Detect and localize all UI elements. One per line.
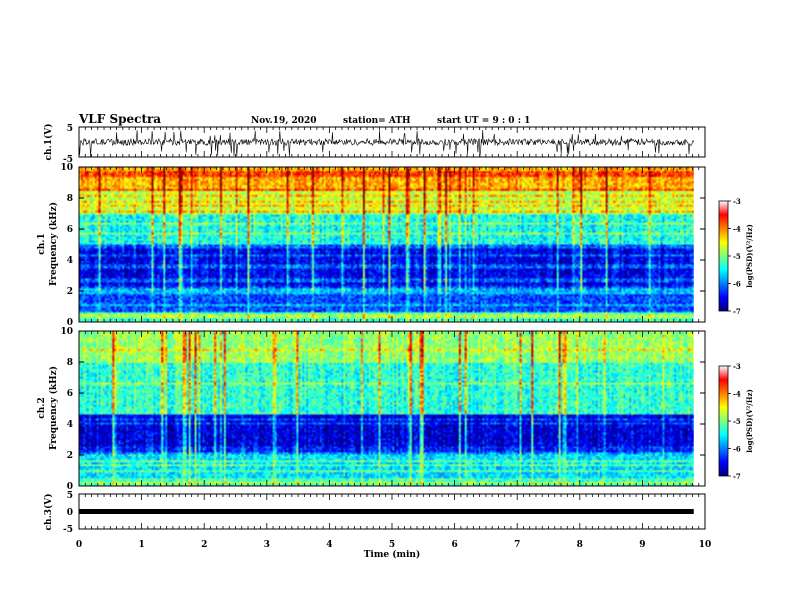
ch2-spectrogram-ytick-label: 6 <box>67 389 73 399</box>
ch1-spectrogram-ytick-label: 6 <box>67 225 73 235</box>
ch1-spectrogram-panel: 0 2 4 6 8 10 ch.1 Frequency (kHz) <box>37 163 706 328</box>
ch1-colorbar-tick-label: -7 <box>733 307 741 316</box>
time-tick-label: 0 <box>76 540 82 550</box>
ch1-waveform-ylabel: ch.1(V) <box>43 124 54 161</box>
ch1-spectrogram-ytick-label: 0 <box>67 318 73 328</box>
ch1-spectrogram-ytick-label: 10 <box>60 163 73 173</box>
time-tick-label: 2 <box>201 540 207 550</box>
ch3-waveform-panel: 5 0 -5 ch.3(V) <box>43 491 706 535</box>
ch1-colorbar-tick-label: -3 <box>733 197 741 206</box>
ch1-ytick-top: 5 <box>67 124 73 134</box>
ch1-colorbar: -3 -4 -5 -6 -7 log(PSD)(V²/Hz) <box>718 197 754 316</box>
ch1-ytick-bottom: -5 <box>63 155 73 165</box>
time-tick-label: 3 <box>264 540 270 550</box>
time-tick-label: 4 <box>326 540 332 550</box>
ch3-ytick-mid: 0 <box>67 508 73 518</box>
ch1-colorbar-label: log(PSD)(V²/Hz) <box>745 224 754 288</box>
ch3-ytick-bottom: -5 <box>63 525 73 535</box>
ch2-spectrogram-ytick-label: 10 <box>60 327 73 337</box>
ch1-spectrogram-ylabel-ch: ch.1 <box>37 233 47 254</box>
date-label: Nov.19, 2020 <box>251 116 317 126</box>
ch2-spectrogram-ytick-label: 8 <box>67 358 73 368</box>
ch1-colorbar-tick-label: -4 <box>733 225 741 234</box>
time-tick-label: 6 <box>451 540 457 550</box>
ch1-waveform-panel: 5 -5 ch.1(V) <box>43 124 706 165</box>
ch1-spectrogram-ytick-label: 2 <box>67 287 73 297</box>
ch2-colorbar: -3 -4 -5 -6 -7 log(PSD)(V²/Hz) <box>718 362 754 481</box>
ch2-colorbar-label: log(PSD)(V²/Hz) <box>745 389 754 453</box>
ch1-spectrogram-ylabel-freq: Frequency (kHz) <box>48 202 59 286</box>
start-time-label: start UT = 9 : 0 : 1 <box>437 116 530 126</box>
time-axis-label: Time (min) <box>364 549 421 560</box>
station-label: station= ATH <box>343 116 411 126</box>
ch2-colorbar-tick-label: -5 <box>733 417 741 426</box>
ch2-colorbar-tick-label: -7 <box>733 472 741 481</box>
ch1-spectrogram-ytick-label: 8 <box>67 194 73 204</box>
ch2-spectrogram-ytick-label: 2 <box>67 451 73 461</box>
ch2-spectrogram-ytick-label: 0 <box>67 482 73 492</box>
time-tick-label: 1 <box>138 540 144 550</box>
ch3-waveform-ylabel: ch.3(V) <box>43 494 54 531</box>
time-tick-label: 10 <box>699 540 712 550</box>
ch2-colorbar-gradient <box>718 365 729 477</box>
time-tick-label: 7 <box>514 540 520 550</box>
ch2-colorbar-tick-label: -4 <box>733 390 741 399</box>
ch2-spectrogram-panel: 0 2 4 6 8 10 ch.2 Frequency (kHz) <box>37 327 706 492</box>
time-tick-labels: 0 1 2 3 4 5 6 7 8 9 10 <box>76 540 711 550</box>
figure-title: VLF Spectra <box>78 112 161 126</box>
ch1-waveform-trace <box>78 129 694 157</box>
ch2-colorbar-tick-label: -6 <box>733 445 741 454</box>
time-tick-marks <box>78 127 706 529</box>
ch1-spectrogram-image <box>79 167 694 322</box>
ch3-constant-line <box>79 509 694 514</box>
ch1-colorbar-tick-label: -6 <box>733 280 741 289</box>
ch2-colorbar-tick-label: -3 <box>733 362 741 371</box>
time-tick-label: 5 <box>389 540 395 550</box>
ch1-colorbar-tick-label: -5 <box>733 252 741 261</box>
ch3-ytick-top: 5 <box>67 491 73 501</box>
ch1-spectrogram-ytick-label: 4 <box>67 256 73 266</box>
ch1-colorbar-gradient <box>718 200 729 312</box>
ch2-spectrogram-image <box>79 331 694 486</box>
time-tick-label: 9 <box>639 540 645 550</box>
time-tick-label: 8 <box>577 540 583 550</box>
ch2-spectrogram-ylabel-ch: ch.2 <box>37 397 47 418</box>
ch2-spectrogram-ytick-label: 4 <box>67 420 73 430</box>
ch2-spectrogram-ylabel-freq: Frequency (kHz) <box>48 366 59 450</box>
